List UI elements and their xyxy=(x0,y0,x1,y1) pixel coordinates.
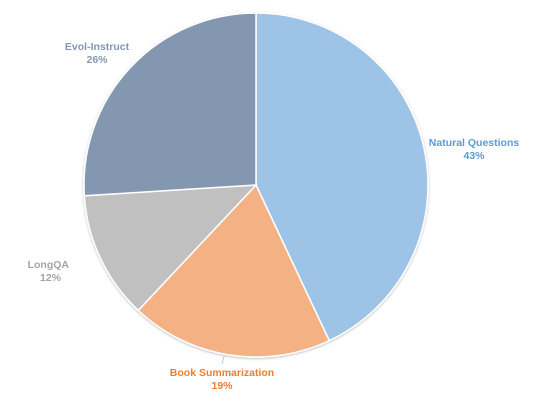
slice-label-percent: 43% xyxy=(463,150,485,162)
slice-label-name: Natural Questions xyxy=(429,137,520,149)
slice-label-name: Book Summarization xyxy=(170,367,274,379)
slice-label-percent: 19% xyxy=(211,380,233,392)
pie-slices xyxy=(83,12,429,358)
slice-label-percent: 12% xyxy=(40,272,62,284)
slice-label-percent: 26% xyxy=(86,54,108,66)
slice-label-name: LongQA xyxy=(28,259,70,271)
slice-label-name: Evol-Instruct xyxy=(65,41,130,53)
pie-slice-evol-instruct xyxy=(83,12,257,197)
pie-slice-longqa xyxy=(83,184,258,312)
pie-slice-book-summarization xyxy=(137,183,331,358)
pie-slice-natural-questions xyxy=(255,12,429,342)
label-leader-line xyxy=(221,355,225,365)
